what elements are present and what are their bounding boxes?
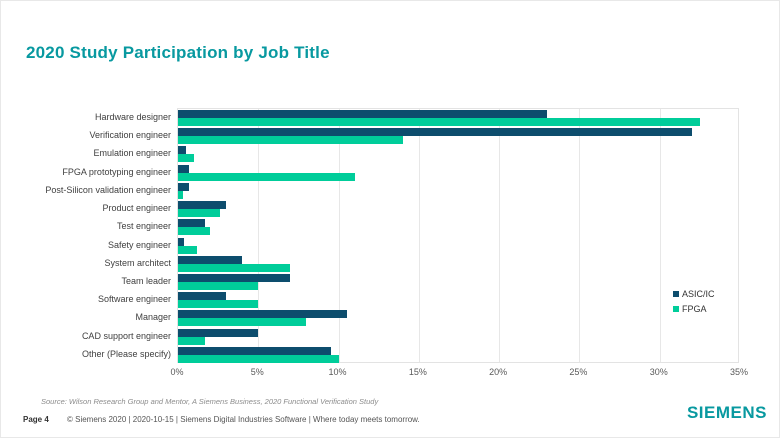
bar-fpga [178, 172, 355, 181]
category-label: Hardware designer [94, 112, 171, 122]
chart-row [178, 346, 738, 364]
bar-asic-ic [178, 346, 331, 355]
page-title: 2020 Study Participation by Job Title [26, 43, 330, 62]
legend-item-fpga: FPGA [673, 301, 715, 316]
chart-row [178, 328, 738, 346]
legend-label: FPGA [682, 303, 707, 314]
category-label: CAD support engineer [81, 330, 171, 341]
bar-asic-ic [178, 128, 692, 137]
bar-fpga [178, 281, 259, 290]
source-note: Source: Wilson Research Group and Mentor… [41, 397, 379, 406]
chart-row [178, 273, 738, 291]
legend-swatch [673, 305, 679, 312]
category-label: Verification engineer [89, 130, 171, 141]
bar-asic-ic [178, 292, 227, 301]
gridline [418, 109, 420, 362]
x-tick-label: 15% [408, 367, 427, 377]
gridline [659, 109, 661, 362]
x-tick-label: 0% [170, 367, 184, 377]
bar-asic-ic [178, 201, 227, 210]
bar-asic-ic [178, 310, 347, 319]
bar-fpga [178, 227, 211, 236]
x-tick-label: 20% [489, 367, 508, 377]
chart-row [178, 109, 738, 127]
category-axis: Hardware designer Verification engineer Em… [1, 108, 171, 363]
gridline [579, 109, 581, 362]
chart-row [178, 255, 738, 273]
category-label: Safety engineer [107, 239, 171, 250]
chart-row [178, 145, 738, 163]
category-label: FPGA prototyping engineer [62, 166, 171, 177]
bar-asic-ic [178, 182, 190, 191]
bar-asic-ic [178, 146, 187, 155]
gridline [499, 109, 501, 362]
legend-item-asic-ic: ASIC/IC [673, 286, 715, 301]
chart-row [178, 200, 738, 218]
x-tick-label: 35% [729, 367, 748, 377]
siemens-logo: SIEMENS [686, 403, 767, 422]
chart-row [178, 309, 738, 327]
category-label: Emulation engineer [93, 148, 171, 159]
gridline [338, 109, 340, 362]
bar-asic-ic [178, 273, 291, 282]
x-tick-label: 10% [328, 367, 347, 377]
category-label: Other (Please specify) [81, 348, 171, 359]
bar-asic-ic [178, 164, 190, 173]
bar-fpga [178, 318, 307, 327]
chart-row [178, 127, 738, 145]
bar-fpga [178, 136, 403, 145]
bar-fpga [178, 154, 195, 163]
x-tick-label: 5% [250, 367, 264, 377]
bar-fpga [178, 336, 206, 345]
bar-asic-ic [178, 328, 259, 337]
category-label: Team leader [121, 275, 171, 286]
category-label: Post-Silicon validation engineer [45, 184, 171, 195]
bar-fpga [178, 190, 183, 199]
bar-fpga [178, 354, 339, 363]
chart-row [178, 237, 738, 255]
category-label: System architect [104, 257, 171, 268]
chart-row [178, 164, 738, 182]
category-label: Product engineer [102, 203, 171, 214]
legend-swatch [673, 290, 679, 297]
chart-row [178, 218, 738, 236]
x-axis-ticks: 0% 5% 10% 15% 20% 25% 30% 35% [1, 367, 780, 381]
bar-fpga [178, 209, 220, 218]
bar-fpga [178, 118, 700, 126]
plot-area [177, 108, 739, 363]
bar-fpga [178, 245, 198, 254]
copyright-text: © Siemens 2020 | 2020-10-15 | Siemens Di… [67, 415, 420, 424]
chart-legend: ASIC/IC FPGA [673, 286, 715, 316]
chart-row [178, 291, 738, 309]
category-label: Software engineer [97, 294, 171, 305]
x-tick-label: 25% [569, 367, 588, 377]
x-tick-label: 30% [649, 367, 668, 377]
bar-asic-ic [178, 255, 243, 264]
category-label: Test engineer [116, 221, 171, 232]
chart-row [178, 182, 738, 200]
bar-asic-ic [178, 237, 185, 246]
bar-asic-ic [178, 110, 548, 118]
bar-fpga [178, 300, 259, 309]
legend-label: ASIC/IC [682, 288, 715, 299]
gridline [258, 109, 260, 362]
bar-fpga [178, 263, 291, 272]
page-number: Page 4 [23, 415, 49, 424]
bar-asic-ic [178, 219, 206, 228]
category-label: Manager [135, 312, 171, 323]
